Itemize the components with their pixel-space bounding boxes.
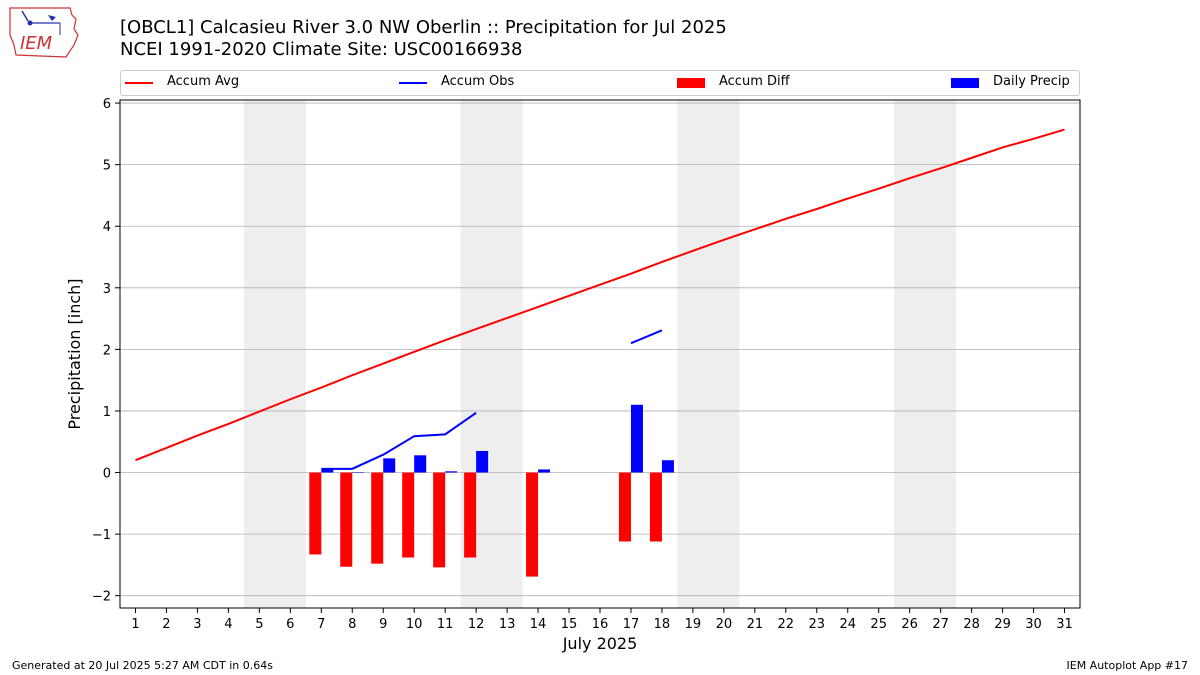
accum-diff-bar-10: [402, 472, 415, 558]
legend-label-accum-diff: Accum Diff: [719, 74, 790, 89]
y-tick-label--1: −1: [92, 528, 111, 543]
x-tick-label-19: 19: [685, 617, 702, 632]
accum-avg-line: [135, 128, 1065, 462]
x-tick-label-25: 25: [870, 617, 887, 632]
x-tick-label-1: 1: [131, 617, 139, 632]
y-tick-label-5: 5: [103, 159, 111, 174]
y-tick-label-4: 4: [103, 220, 111, 235]
accum-diff-bar-11: [433, 472, 446, 568]
chart-subtitle: NCEI 1991-2020 Climate Site: USC00166938: [120, 39, 523, 60]
y-axis-label: Precipitation [inch]: [65, 278, 84, 429]
daily-precip-bar-7: [321, 468, 334, 473]
daily-precip-bar-18: [661, 460, 674, 473]
x-tick-label-30: 30: [1025, 617, 1042, 632]
daily-precip-bar-10: [414, 455, 427, 473]
x-tick-label-29: 29: [994, 617, 1011, 632]
y-tick-label-3: 3: [103, 282, 111, 297]
accum-diff-bar-17: [618, 472, 631, 542]
x-tick-label-9: 9: [379, 617, 387, 632]
legend-label-daily-precip: Daily Precip: [993, 74, 1070, 89]
x-tick-label-16: 16: [592, 617, 609, 632]
legend-swatch-daily-precip: [951, 78, 979, 88]
x-tick-label-10: 10: [406, 617, 423, 632]
accum-diff-bar-8: [340, 472, 353, 567]
accum-diff-bar-12: [464, 472, 477, 558]
accum-diff-bar-18: [649, 472, 662, 542]
iem-logo: IEM: [8, 5, 80, 63]
daily-precip-bar-14: [538, 469, 551, 473]
x-tick-label-4: 4: [224, 617, 232, 632]
x-tick-label-27: 27: [932, 617, 949, 632]
logo-text: IEM: [20, 33, 53, 54]
daily-precip-bar-9: [383, 458, 396, 473]
legend-swatch-accum-obs: [399, 82, 427, 84]
x-tick-label-13: 13: [499, 617, 516, 632]
weekend-shade-0: [243, 100, 306, 608]
legend-label-accum-obs: Accum Obs: [441, 74, 515, 89]
x-tick-label-24: 24: [839, 617, 856, 632]
accum-diff-bar-9: [371, 472, 384, 564]
daily-precip-bar-12: [476, 450, 489, 473]
x-tick-label-22: 22: [778, 617, 795, 632]
legend: Accum Avg Accum Obs Accum Diff Daily Pre…: [120, 70, 1080, 96]
daily-precip-bar-17: [630, 404, 643, 473]
generated-timestamp: Generated at 20 Jul 2025 5:27 AM CDT in …: [12, 659, 273, 672]
x-tick-label-31: 31: [1056, 617, 1073, 632]
x-tick-label-17: 17: [623, 617, 640, 632]
y-tick-label-2: 2: [103, 343, 111, 358]
x-tick-label-7: 7: [317, 617, 325, 632]
weekend-shade-3: [894, 100, 957, 608]
x-tick-label-20: 20: [716, 617, 733, 632]
chart-title: [OBCL1] Calcasieu River 3.0 NW Oberlin :…: [120, 17, 727, 38]
x-tick-label-23: 23: [809, 617, 826, 632]
x-tick-label-26: 26: [901, 617, 918, 632]
x-tick-label-14: 14: [530, 617, 547, 632]
accum-obs-line-1: [630, 329, 663, 345]
weekend-shade-2: [677, 100, 740, 608]
y-tick-label--2: −2: [92, 590, 111, 605]
x-tick-label-15: 15: [561, 617, 578, 632]
x-tick-label-5: 5: [255, 617, 263, 632]
legend-swatch-accum-avg: [125, 82, 153, 84]
x-tick-label-18: 18: [654, 617, 671, 632]
x-tick-label-6: 6: [286, 617, 294, 632]
app-label: IEM Autoplot App #17: [1066, 659, 1189, 672]
x-tick-label-11: 11: [437, 617, 454, 632]
accum-diff-bar-7: [309, 472, 322, 555]
x-tick-label-28: 28: [963, 617, 980, 632]
legend-swatch-accum-diff: [677, 78, 705, 88]
daily-precip-bar-8: [352, 472, 365, 474]
x-tick-label-2: 2: [162, 617, 170, 632]
x-tick-label-21: 21: [747, 617, 764, 632]
legend-label-accum-avg: Accum Avg: [167, 74, 240, 89]
y-tick-label-1: 1: [103, 405, 111, 420]
x-tick-label-3: 3: [193, 617, 201, 632]
daily-precip-bar-11: [445, 471, 458, 473]
x-tick-label-12: 12: [468, 617, 485, 632]
accum-obs-line-0: [321, 411, 477, 470]
y-tick-label-6: 6: [103, 97, 111, 112]
y-tick-label-0: 0: [103, 467, 111, 482]
accum-diff-bar-14: [526, 472, 539, 577]
x-tick-label-8: 8: [348, 617, 356, 632]
x-axis-label: July 2025: [562, 634, 638, 653]
